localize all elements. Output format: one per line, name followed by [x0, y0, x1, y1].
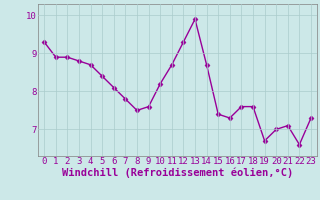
X-axis label: Windchill (Refroidissement éolien,°C): Windchill (Refroidissement éolien,°C): [62, 168, 293, 178]
